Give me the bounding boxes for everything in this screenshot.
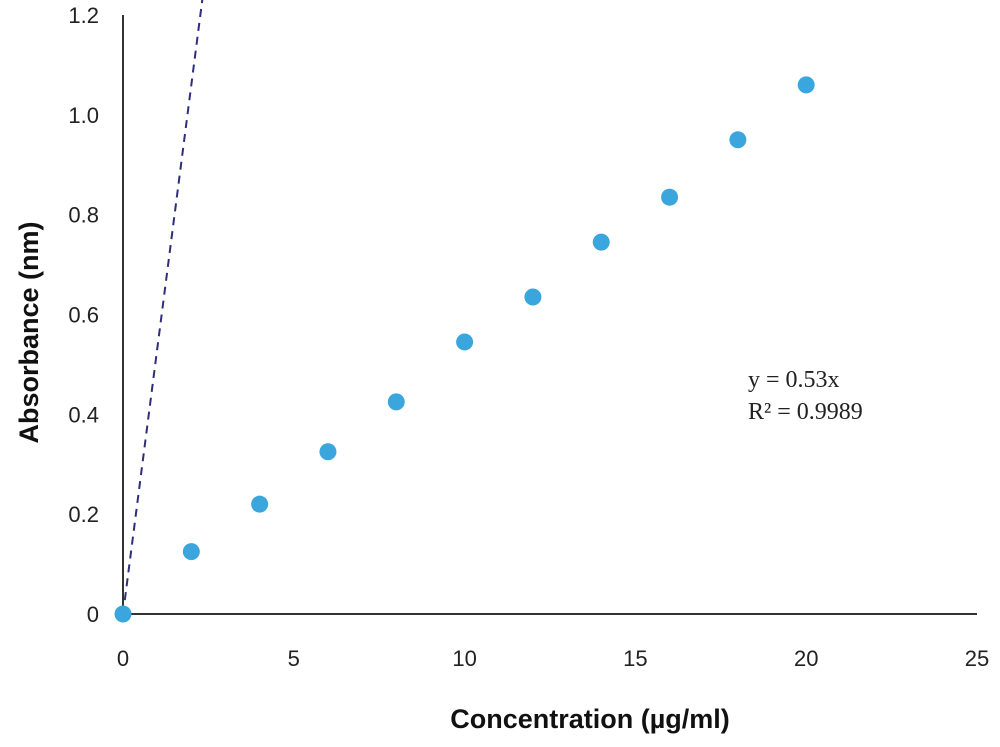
data-point: [797, 76, 815, 94]
x-axis-title: Concentration (µg/ml): [450, 704, 730, 734]
y-tick-label: 0.6: [68, 303, 99, 328]
data-point: [661, 188, 679, 206]
data-point: [182, 543, 200, 561]
data-point: [524, 288, 542, 306]
y-axis-title: Absorbance (nm): [14, 221, 44, 443]
y-tick-label: 1.0: [68, 103, 99, 128]
trendline-layer: [122, 0, 204, 615]
x-tick-label: 15: [623, 646, 647, 671]
data-point: [251, 495, 269, 513]
x-tick-label: 25: [965, 646, 989, 671]
y-tick-label: 0: [87, 602, 99, 627]
y-tick-label: 0.4: [68, 402, 99, 427]
equation-annotation: y = 0.53x: [748, 367, 840, 393]
r-squared-annotation: R² = 0.9989: [748, 399, 863, 425]
x-tick-label: 10: [452, 646, 476, 671]
x-tick-label: 0: [117, 646, 129, 671]
axes: [122, 15, 977, 615]
x-tick-label: 5: [288, 646, 300, 671]
tick-labels: 0 5 10 15 20 25 0 0.2 0.4 0.6 0.8 1.0 1.2: [68, 3, 989, 671]
data-point: [319, 443, 337, 461]
y-tick-label: 0.8: [68, 203, 99, 228]
x-tick-label: 20: [794, 646, 818, 671]
data-point: [592, 233, 610, 251]
trendline: [122, 0, 204, 615]
data-points: [114, 76, 815, 623]
data-point: [114, 605, 132, 623]
data-point: [729, 131, 747, 149]
y-tick-label: 0.2: [68, 502, 99, 527]
data-point: [456, 333, 474, 351]
y-tick-label: 1.2: [68, 3, 99, 28]
data-point: [387, 393, 405, 411]
